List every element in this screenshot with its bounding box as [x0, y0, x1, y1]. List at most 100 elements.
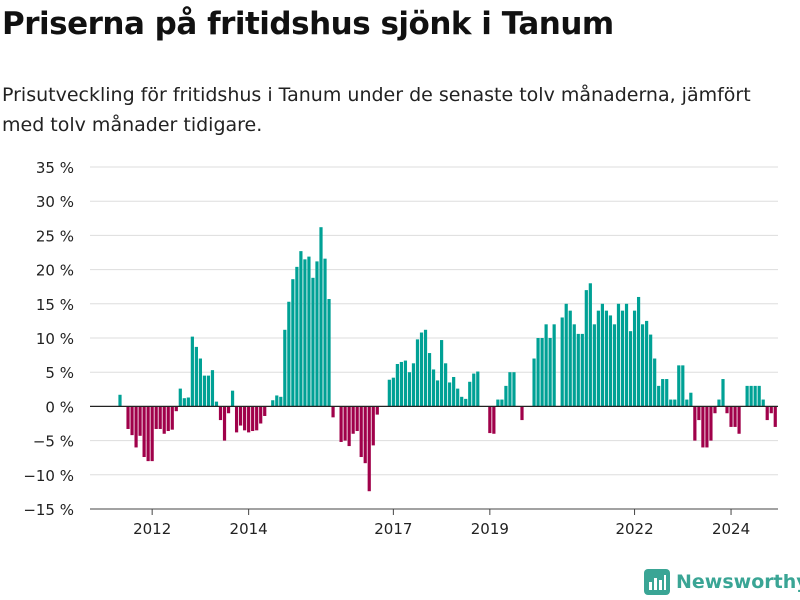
bar	[331, 406, 335, 418]
bar	[532, 358, 536, 407]
bar	[243, 406, 247, 431]
bar	[194, 346, 198, 407]
bar	[604, 310, 609, 407]
bar	[632, 310, 637, 407]
bar	[299, 251, 303, 407]
x-tick-label: 2019	[471, 520, 509, 538]
bar	[500, 399, 504, 407]
bar	[737, 406, 741, 434]
bar	[239, 406, 243, 426]
bar	[271, 400, 275, 407]
bar	[616, 303, 621, 407]
bar	[186, 397, 190, 407]
bar	[496, 399, 500, 407]
bar	[403, 360, 408, 407]
bar	[600, 303, 604, 407]
bar	[661, 379, 665, 407]
y-tick-label: 35 %	[36, 159, 74, 177]
bar	[431, 369, 436, 407]
bar	[641, 324, 645, 407]
bar	[259, 406, 263, 424]
bar	[323, 258, 327, 407]
bar	[564, 303, 568, 407]
bar	[190, 336, 194, 407]
bar	[355, 406, 359, 432]
bar	[206, 375, 211, 407]
bar	[681, 365, 685, 407]
y-tick-label: −10 %	[23, 467, 74, 485]
bar	[608, 315, 613, 407]
bar	[182, 398, 186, 407]
bar	[705, 406, 709, 448]
bar	[701, 406, 705, 448]
bar	[452, 376, 456, 407]
y-tick-label: 20 %	[36, 262, 74, 280]
bar	[154, 406, 158, 429]
chart-subtitle: Prisutveckling för fritidshus i Tanum un…	[2, 84, 751, 136]
bar	[435, 380, 440, 407]
bar	[351, 406, 355, 434]
bar	[753, 385, 757, 407]
bar	[685, 399, 689, 407]
y-tick-label: 30 %	[36, 193, 74, 211]
bar	[214, 401, 219, 407]
y-tick-label: 5 %	[45, 364, 74, 382]
bar	[170, 406, 174, 430]
bar	[226, 406, 231, 414]
bar	[677, 365, 681, 407]
bar	[319, 227, 323, 407]
bar	[407, 372, 412, 407]
bar	[158, 406, 162, 429]
bar	[126, 406, 130, 429]
bar	[134, 406, 138, 448]
bar	[540, 338, 544, 407]
bar	[315, 261, 319, 407]
bar	[536, 338, 540, 407]
bar	[757, 385, 761, 407]
y-tick-label: −15 %	[23, 501, 74, 519]
bar	[721, 379, 725, 407]
bar	[472, 373, 476, 407]
newsworthy-logo[interactable]: Newsworthy	[644, 569, 800, 595]
bar	[628, 331, 633, 407]
bar	[222, 406, 227, 441]
x-tick-label: 2024	[712, 520, 750, 538]
bar	[307, 256, 311, 407]
bar	[624, 303, 629, 407]
bar	[492, 406, 496, 434]
bar	[311, 277, 315, 407]
bar	[255, 406, 259, 431]
bar	[456, 388, 460, 407]
bar	[669, 399, 673, 407]
bar	[773, 406, 777, 427]
bar	[689, 392, 693, 407]
bar	[343, 406, 347, 441]
bar	[612, 324, 617, 407]
bar	[142, 406, 146, 458]
y-axis-labels: 35 % 30 % 25 % 20 % 15 % 10 % 5 % 0 % −5 % −10 % −…	[23, 159, 74, 519]
bar	[251, 406, 255, 432]
bar	[275, 395, 279, 407]
bar	[464, 398, 468, 407]
bar	[645, 320, 649, 407]
bar	[548, 338, 552, 407]
bar	[202, 375, 207, 407]
bar	[162, 406, 166, 434]
y-tick-label: 25 %	[36, 227, 74, 245]
bar	[649, 334, 653, 407]
logo-icon	[644, 569, 670, 595]
bar	[488, 406, 492, 434]
bar	[576, 333, 580, 407]
bar	[283, 329, 287, 407]
bar	[584, 290, 588, 407]
bar	[279, 396, 283, 407]
bar	[476, 371, 480, 407]
bar	[411, 363, 416, 407]
bar	[287, 301, 291, 407]
bar	[218, 406, 223, 421]
bar	[327, 299, 331, 407]
bar	[423, 329, 428, 407]
bar	[415, 339, 420, 407]
bar	[729, 406, 733, 427]
bar	[749, 385, 753, 407]
